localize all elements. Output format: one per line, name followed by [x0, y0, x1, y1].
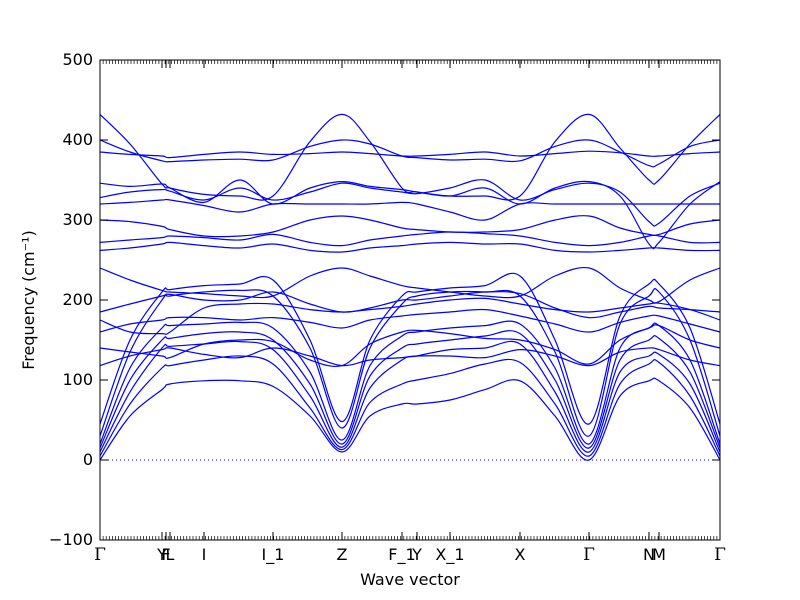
- y-tick-label: 100: [62, 370, 93, 389]
- x-tick-label: Z: [337, 545, 348, 564]
- phonon-band-21: [99, 139, 721, 168]
- x-tick-label: F_1: [388, 545, 415, 565]
- phonon-band-1: [99, 377, 721, 461]
- phonon-band-2: [99, 355, 721, 457]
- phonon-band-16: [99, 215, 721, 238]
- phonon-band-15: [99, 231, 721, 247]
- phonon-band-8: [99, 347, 721, 367]
- x-tick-label: X_1: [435, 545, 464, 565]
- y-tick-label: 300: [62, 210, 93, 229]
- x-tick-label: M: [652, 545, 666, 564]
- x-tick-label: Γ: [714, 545, 726, 565]
- phonon-band-12: [99, 291, 721, 319]
- x-tick-label: Γ: [94, 545, 106, 565]
- phonon-band-22: [99, 113, 721, 201]
- y-tick-label: 400: [62, 130, 93, 149]
- phonon-band-9: [99, 324, 721, 368]
- x-tick-label: Y: [156, 545, 167, 564]
- phonon-band-20: [99, 150, 721, 159]
- phonon-band-10: [99, 308, 721, 333]
- phonon-band-4: [99, 330, 721, 449]
- x-tick-label: Γ: [583, 545, 595, 565]
- phonon-band-3: [99, 340, 721, 453]
- phonon-bands: [99, 113, 721, 461]
- x-tick-label: I: [202, 545, 207, 564]
- phonon-band-11: [99, 297, 721, 336]
- x-axis-ticks: Γ YFL I I_1 Z F_1Y X_1 X Γ NM Γ: [94, 60, 726, 565]
- x-tick-label: Y: [411, 545, 422, 564]
- x-tick-label: X: [515, 545, 526, 564]
- x-tick-label: I_1: [262, 545, 285, 565]
- y-tick-label: 500: [62, 50, 93, 69]
- phonon-band-5: [99, 320, 721, 445]
- x-tick-label: L: [166, 545, 175, 564]
- y-tick-label: 200: [62, 290, 93, 309]
- phonon-band-13: [99, 266, 721, 304]
- y-tick-label: −100: [49, 530, 93, 549]
- phonon-band-17: [99, 198, 720, 221]
- y-tick-label: 0: [83, 450, 93, 469]
- phonon-band-14: [99, 241, 721, 253]
- y-axis-ticks: −100 0 100 200 300 400 500: [49, 50, 720, 549]
- x-axis-title: Wave vector: [360, 570, 460, 589]
- x-tick-label: N: [643, 545, 655, 564]
- x-tick-label: F: [161, 545, 170, 564]
- phonon-band-7: [99, 272, 721, 425]
- phonon-band-19: [99, 179, 721, 250]
- y-axis-title: Frequency (cm⁻¹): [19, 230, 38, 369]
